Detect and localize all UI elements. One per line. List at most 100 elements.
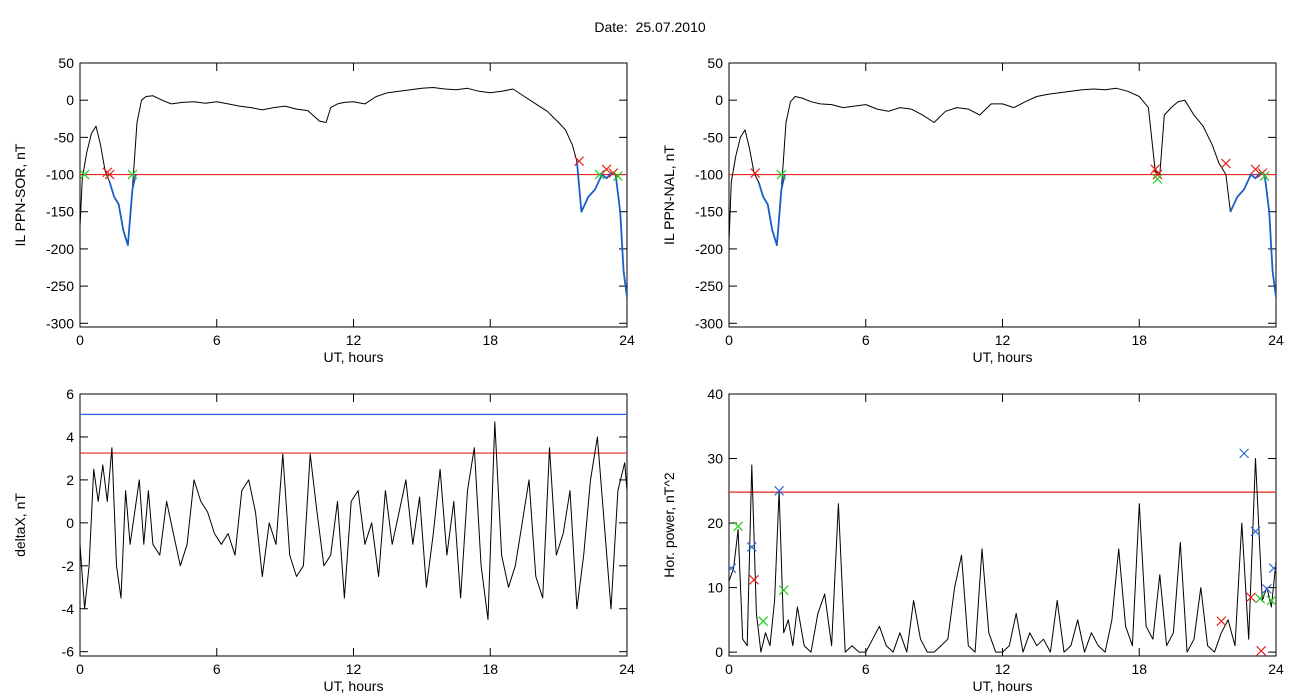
plot-area [729, 87, 1276, 298]
marker-red [104, 169, 115, 180]
x-tick-label: 24 [1268, 661, 1284, 677]
marker-green [127, 169, 138, 180]
y-tick-label: -150 [695, 204, 723, 220]
marker-blue [746, 542, 757, 552]
x-tick-label: 12 [346, 332, 362, 348]
x-tick-label: 12 [995, 332, 1011, 348]
marker-red [1216, 616, 1227, 627]
marker-blue [1268, 563, 1276, 574]
data-series-black-0 [729, 458, 1276, 653]
y-tick-label: 40 [707, 386, 723, 402]
data-series-black-0 [80, 87, 627, 298]
y-tick-label: -50 [703, 129, 723, 145]
marker-red [1152, 169, 1163, 180]
y-tick-label: 0 [715, 644, 723, 660]
y-tick-label: 0 [715, 92, 723, 108]
data-series-blue-1 [757, 174, 786, 247]
marker-green [776, 169, 787, 180]
y-tick-label: -6 [62, 644, 75, 660]
plot-frame [728, 62, 1277, 328]
y-tick-label: -100 [46, 167, 74, 183]
marker-blue [1239, 448, 1250, 459]
marker-green [1266, 595, 1276, 606]
plot-area [729, 448, 1276, 656]
x-tick-label: 6 [213, 661, 221, 677]
y-tick-label: -300 [46, 315, 74, 331]
x-tick-label: 18 [482, 332, 498, 348]
chart-ppn-nal: 0 6 12 18 24 50 0 -50 -100 -150 -200 -250 -300 UT, ho… [661, 55, 1284, 365]
marker-red [1256, 645, 1267, 656]
y-tick-label: -250 [46, 278, 74, 294]
y-axis-label: deltaX, nT [12, 493, 28, 557]
y-tick-label: -200 [46, 241, 74, 257]
data-series-blue-1 [108, 174, 137, 247]
plot-frame [728, 393, 1277, 657]
data-series-black-0 [80, 421, 627, 620]
y-tick-label: 10 [707, 580, 723, 596]
y-tick-label: 30 [707, 451, 723, 467]
marker-red [1250, 164, 1261, 175]
y-tick-label: 50 [58, 55, 74, 71]
y-tick-label: 2 [66, 472, 74, 488]
chart-hor-power: 0 6 12 18 24 40 30 20 10 0 UT, hours Hor. power, nT… [661, 386, 1284, 694]
plot-frame [79, 62, 628, 328]
x-tick-label: 24 [619, 661, 635, 677]
data-series-blue-2 [1229, 172, 1276, 298]
x-tick-label: 6 [862, 332, 870, 348]
marker-green [1255, 593, 1265, 604]
y-tick-label: -300 [695, 315, 723, 331]
y-tick-label: -50 [54, 129, 74, 145]
plot-area [80, 87, 627, 298]
data-series-blue-2 [576, 161, 627, 298]
y-tick-label: 4 [66, 429, 74, 445]
x-tick-label: 0 [76, 661, 84, 677]
chart-ppn-sor: 0 6 12 18 24 50 0 -50 -100 -150 -200 -250 -300 UT, ho… [12, 55, 635, 365]
y-tick-label: 0 [66, 515, 74, 531]
x-tick-label: 12 [995, 661, 1011, 677]
marker-blue [1261, 583, 1272, 594]
plot-frame [79, 393, 628, 657]
marker-red [749, 574, 759, 585]
marker-blue [729, 563, 737, 574]
y-tick-label: -150 [46, 204, 74, 220]
marker-green [612, 171, 623, 181]
marker-red [1220, 158, 1231, 169]
page-title: Date: 25.07.2010 [594, 19, 706, 35]
y-tick-label: 20 [707, 515, 723, 531]
x-tick-label: 6 [213, 332, 221, 348]
marker-red [608, 168, 619, 178]
marker-green [1259, 171, 1270, 181]
x-axis-label: UT, hours [973, 349, 1033, 365]
marker-blue [1250, 526, 1261, 537]
y-tick-label: 50 [707, 55, 723, 71]
marker-green [733, 521, 744, 532]
y-tick-label: -250 [695, 278, 723, 294]
marker-red [601, 164, 612, 175]
x-tick-label: 18 [482, 661, 498, 677]
y-axis-label: Hor. power, nT^2 [661, 472, 677, 578]
x-tick-label: 6 [862, 661, 870, 677]
x-tick-label: 18 [1131, 332, 1147, 348]
marker-red [750, 168, 761, 178]
chart-deltax: 0 6 12 18 24 6 4 2 0 -2 -4 -6 UT, hours deltaX, nT [12, 386, 635, 694]
marker-red [1246, 592, 1256, 603]
y-axis-label: IL PPN-NAL, nT [661, 145, 677, 245]
y-tick-label: 0 [66, 92, 74, 108]
marker-green [778, 585, 789, 596]
x-tick-label: 0 [76, 332, 84, 348]
x-tick-label: 18 [1131, 661, 1147, 677]
y-axis-label: IL PPN-SOR, nT [12, 143, 28, 246]
x-axis-label: UT, hours [973, 678, 1033, 694]
plot-area [80, 413, 627, 620]
y-tick-label: 6 [66, 386, 74, 402]
x-axis-label: UT, hours [324, 349, 384, 365]
y-tick-label: -2 [62, 558, 75, 574]
x-axis-label: UT, hours [324, 678, 384, 694]
marker-red [1150, 164, 1161, 175]
marker-green [80, 169, 90, 180]
x-tick-label: 0 [725, 332, 733, 348]
marker-green [594, 169, 605, 180]
x-tick-label: 12 [346, 661, 362, 677]
marker-green [1152, 174, 1163, 184]
